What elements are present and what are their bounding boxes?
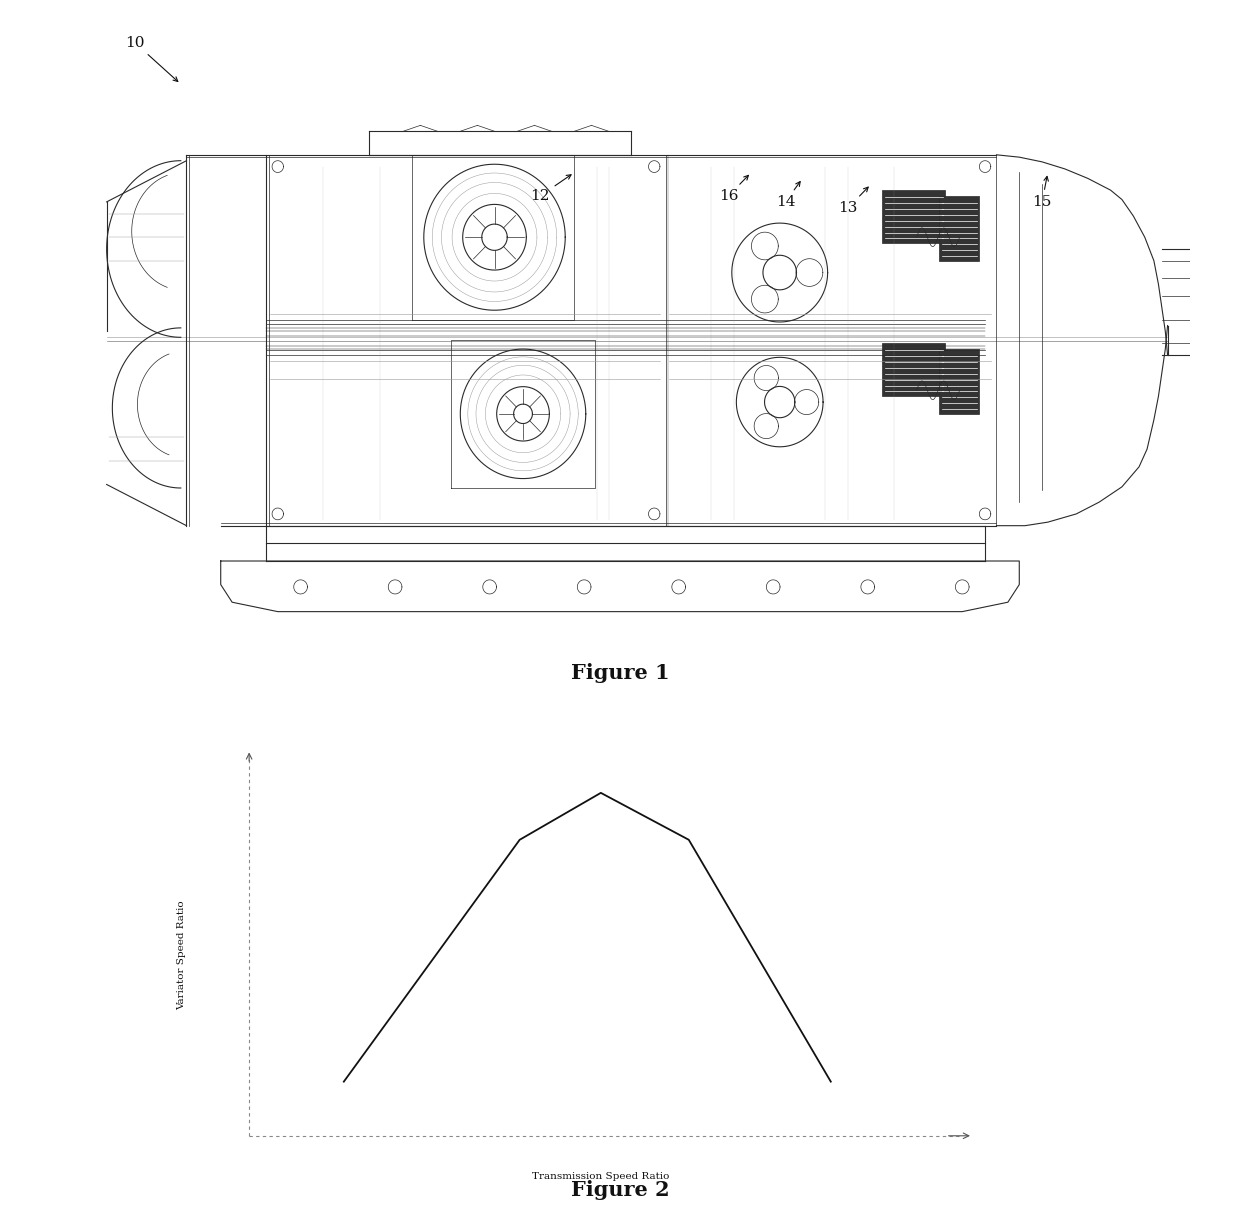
Text: Variator Speed Ratio: Variator Speed Ratio — [177, 900, 186, 1010]
Bar — [940, 197, 980, 261]
Bar — [940, 349, 980, 414]
Text: 14: 14 — [776, 182, 800, 209]
Text: 12: 12 — [531, 175, 572, 203]
Bar — [883, 343, 945, 396]
Text: 13: 13 — [838, 187, 868, 215]
Bar — [883, 190, 945, 243]
Text: 10: 10 — [125, 35, 177, 82]
Text: Transmission Speed Ratio: Transmission Speed Ratio — [532, 1172, 670, 1181]
Text: 15: 15 — [1033, 176, 1052, 209]
Text: 16: 16 — [719, 176, 749, 203]
Text: Figure 2: Figure 2 — [570, 1181, 670, 1200]
Text: Figure 1: Figure 1 — [570, 663, 670, 683]
